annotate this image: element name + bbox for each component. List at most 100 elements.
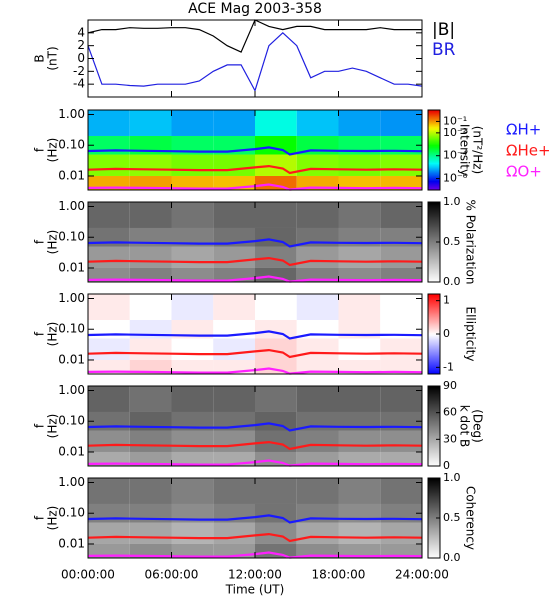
colorbar-swatch [428, 270, 440, 273]
colorbar-swatch [428, 240, 440, 243]
colorbar-swatch [428, 166, 440, 169]
colorbar-swatch [428, 420, 440, 423]
colorbar-swatch [428, 140, 440, 143]
colorbar-swatch [428, 430, 440, 433]
colorbar-swatch [428, 178, 440, 181]
heatmap-cell [296, 294, 339, 320]
y-tick-label: 0.10 [58, 322, 85, 336]
y-tick-label: 0.01 [58, 352, 85, 366]
colorbar-tick-label: 0.5 [443, 235, 461, 248]
colorbar-swatch [428, 296, 440, 299]
colorbar-swatch [428, 418, 440, 421]
heatmap-cell [213, 246, 255, 268]
colorbar-swatch [428, 406, 440, 409]
colorbar-swatch [428, 314, 440, 317]
colorbar-swatch [428, 388, 440, 391]
heatmap-cell [296, 522, 339, 544]
colorbar-swatch [428, 336, 440, 339]
colorbar-swatch [428, 144, 440, 147]
colorbar-swatch [428, 424, 440, 427]
colorbar-swatch [428, 346, 440, 349]
heatmap-cell [129, 202, 172, 228]
heatmap-cell [213, 294, 255, 320]
gyrofrequency-line [87, 256, 423, 267]
colorbar-tick-label: 1 [443, 294, 450, 307]
heatmap-cell [338, 359, 381, 374]
colorbar-swatch [428, 276, 440, 279]
colorbar-swatch [428, 184, 440, 187]
colorbar-swatch [428, 188, 440, 191]
y-axis-label: (Hz) [46, 506, 60, 531]
heatmap-cell [171, 294, 214, 320]
colorbar-swatch [428, 504, 440, 507]
colorbar-swatch [428, 318, 440, 321]
heatmap-cell [129, 154, 172, 176]
heatmap-cell [380, 386, 422, 412]
colorbar-swatch [428, 130, 440, 133]
gyrofrequency-line [87, 551, 423, 559]
colorbar-swatch [428, 494, 440, 497]
colorbar-swatch [428, 294, 440, 297]
colorbar-swatch [428, 116, 440, 119]
heatmap-cell [296, 478, 339, 504]
colorbar-swatch [428, 360, 440, 363]
colorbar-swatch [428, 478, 440, 481]
y-tick-label: 4 [77, 25, 85, 39]
colorbar-swatch [428, 426, 440, 429]
colorbar-swatch [428, 482, 440, 485]
colorbar-swatch [428, 548, 440, 551]
colorbar-swatch [428, 326, 440, 329]
y-tick-label: 0.10 [58, 138, 85, 152]
y-axis-label: f [33, 239, 47, 244]
y-tick-label: 0.10 [58, 414, 85, 428]
heatmap-cell [171, 267, 214, 282]
colorbar-swatch [428, 544, 440, 547]
heatmap-cell [296, 430, 339, 452]
heatmap-cell [380, 451, 422, 466]
colorbar-swatch [428, 234, 440, 237]
colorbar-swatch [428, 462, 440, 465]
colorbar-label: Intensity [458, 124, 472, 176]
y-tick-label: 0.01 [58, 536, 85, 550]
colorbar-swatch [428, 542, 440, 545]
colorbar-swatch [428, 512, 440, 515]
colorbar-swatch [428, 480, 440, 483]
y-axis-label: (nT) [46, 46, 60, 70]
colorbar-swatch [428, 120, 440, 123]
colorbar-swatch [428, 328, 440, 331]
colorbar-label: k dot B [458, 405, 472, 447]
heatmap-cell [296, 110, 339, 136]
colorbar-swatch [428, 460, 440, 463]
colorbar-swatch [428, 252, 440, 255]
heatmap-cell [296, 386, 339, 412]
heatmap-cell [171, 430, 214, 452]
colorbar-swatch [428, 154, 440, 157]
colorbar-swatch [428, 146, 440, 149]
heatmap-cell [338, 522, 381, 544]
heatmap-cell [171, 522, 214, 544]
heatmap-cell [129, 246, 172, 268]
heatmap-cell [88, 338, 130, 360]
colorbar-swatch [428, 422, 440, 425]
heatmap-cell [88, 175, 130, 190]
colorbar-swatch [428, 330, 440, 333]
colorbar-swatch [428, 488, 440, 491]
colorbar-swatch [428, 508, 440, 511]
colorbar-swatch [428, 242, 440, 245]
colorbar-swatch [428, 132, 440, 135]
heatmap-cell [171, 135, 214, 155]
colorbar-swatch [428, 306, 440, 309]
heatmap-cell [255, 451, 297, 466]
colorbar-swatch [428, 122, 440, 125]
colorbar-swatch [428, 416, 440, 419]
colorbar-swatch [428, 514, 440, 517]
heatmap-cell [88, 246, 130, 268]
heatmap-cell [380, 154, 422, 176]
heatmap-cell [88, 359, 130, 374]
y-axis-label: (Hz) [46, 230, 60, 255]
heatmap-cell [255, 175, 297, 190]
heatmap-cell [255, 294, 297, 320]
heatmap-cell [380, 522, 422, 544]
colorbar-tick-label: 10⁻² [443, 126, 467, 139]
heatmap-cell [171, 478, 214, 504]
